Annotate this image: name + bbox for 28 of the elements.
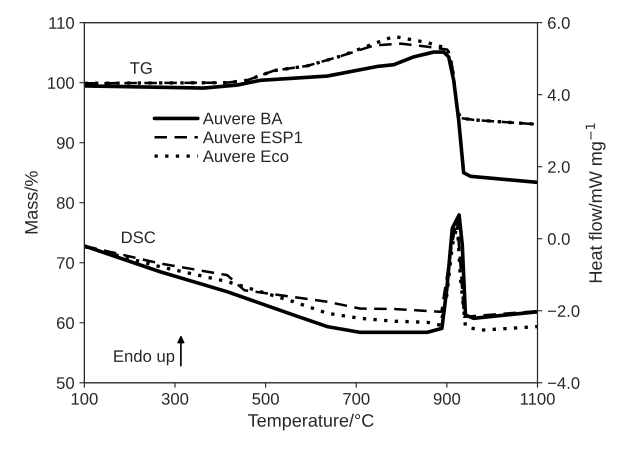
x-tick-label: 500 bbox=[252, 392, 279, 405]
x-tick-label: 1100 bbox=[520, 392, 555, 405]
y2-tick-label: 4.0 bbox=[548, 89, 570, 101]
y-axis-title: Mass/% bbox=[24, 171, 38, 234]
x-tick-label: 900 bbox=[434, 392, 460, 405]
y2-axis-title: Heat flow/mW mg$^{−1}$ bbox=[586, 124, 606, 282]
legend-label: Auvere Eco bbox=[202, 150, 288, 162]
x-tick-label: 100 bbox=[72, 392, 98, 405]
y-tick-label: 50 bbox=[56, 377, 74, 389]
annotation: Endo up bbox=[114, 350, 174, 366]
y2-tick-label: −4.0 bbox=[548, 377, 580, 389]
legend-label: Auvere ESP1 bbox=[202, 131, 302, 144]
y2-tick-label: 0.0 bbox=[548, 233, 570, 245]
y-tick-label: 80 bbox=[56, 197, 74, 209]
y2-tick-label: 6.0 bbox=[548, 17, 570, 29]
y-tick-label: 70 bbox=[56, 257, 74, 269]
y-tick-label: 60 bbox=[56, 317, 74, 329]
x-axis-title: Temperature/°C bbox=[248, 414, 374, 430]
y2-tick-label: −2.0 bbox=[548, 305, 580, 317]
annotation: TG bbox=[130, 62, 152, 74]
y2-tick-label: 2.0 bbox=[548, 161, 570, 173]
annotation: DSC bbox=[122, 231, 156, 244]
y-tick-label: 90 bbox=[56, 137, 74, 149]
x-tick-label: 300 bbox=[162, 392, 188, 405]
y-tick-label: 110 bbox=[49, 17, 74, 29]
legend-label: Auvere BA bbox=[202, 112, 282, 124]
y-tick-label: 100 bbox=[48, 77, 74, 89]
x-tick-label: 700 bbox=[343, 392, 370, 405]
